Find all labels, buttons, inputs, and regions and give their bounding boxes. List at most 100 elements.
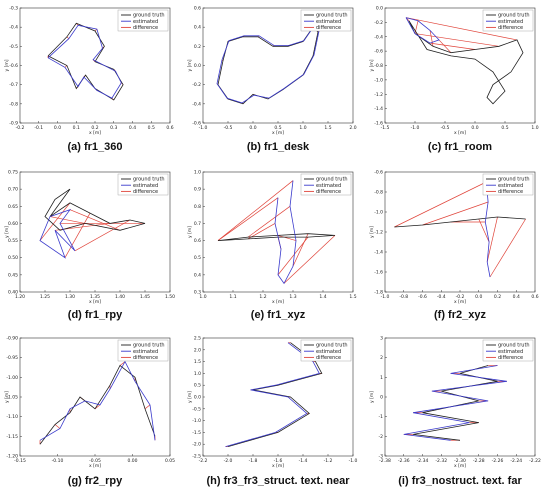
y-tick-label: -0.9 [9,121,18,127]
difference-segment [49,216,86,224]
x-axis-label: x [m] [272,463,284,469]
chart-panel-3: -1.5 -1.0 -0.5 0.0 0.5 1.0 0.0 -0.2 -0.4 -0.6 -0.8… [369,6,539,154]
y-axis-label: y [m] [369,391,375,403]
x-tick-label: 0.0 [249,125,256,131]
x-tick-label: -1.0 [349,458,358,464]
difference-segment [277,236,309,276]
legend-label: difference [133,189,158,195]
x-tick-label: 1.40 [115,294,125,300]
y-tick-label: -1.2 [374,230,383,236]
ground-truth-line [394,216,526,228]
x-tick-label: -2.34 [417,458,429,464]
y-tick-label: -0.6 [9,63,18,69]
difference-segment [74,219,131,252]
x-tick-label: 0.0 [475,294,482,300]
x-tick-label: -0.6 [418,294,427,300]
x-tick-label: -0.2 [16,125,25,131]
legend-label: difference [498,25,523,31]
legend-label: estimated [133,19,158,25]
ground-truth-line [44,188,146,231]
y-tick-label: -3 [379,454,384,460]
x-tick-label: 0.5 [274,125,281,131]
legend-label: estimated [316,349,341,355]
y-tick-label: -1.2 [374,92,383,98]
y-axis-label: y [m] [369,59,375,71]
x-tick-label: -1.2 [324,458,333,464]
chart-panel-4: 1.20 1.25 1.30 1.35 1.40 1.45 1.50 0.75 0.70 0.65… [4,170,175,322]
ground-truth-line [217,26,319,105]
y-tick-label: 0.60 [8,221,18,227]
legend-label: difference [316,25,341,31]
difference-segment [64,212,91,258]
y-tick-label: -2.5 [192,454,201,460]
x-tick-label: 1.30 [65,294,75,300]
ground-truth-line [413,365,498,441]
chart-panel-2: -1.0 -0.5 0.0 0.5 1.0 1.5 2.0 0.6 0.4 0.2 0.0 -0.2 -… [187,6,357,154]
difference-segment [217,180,294,241]
difference-segment [478,218,490,243]
y-axis-label: y [m] [187,59,193,71]
legend-label: estimated [498,349,523,355]
x-tick-label: 0.2 [494,294,501,300]
x-tick-label: 1.0 [299,125,306,131]
y-tick-label: 0.8 [194,204,201,210]
y-tick-label: -0.7 [9,82,18,88]
x-tick-label: 0.4 [129,125,136,131]
y-tick-label: 3 [380,336,383,342]
legend-label: estimated [498,183,523,189]
x-tick-label: 1.5 [324,125,331,131]
y-axis-label: y [m] [4,391,10,403]
y-tick-label: 0.3 [194,290,201,296]
x-tick-label: 1.1 [229,294,236,300]
estimated-line [225,342,320,447]
y-tick-label: -0.3 [9,6,18,12]
y-tick-label: -1.05 [6,395,18,401]
estimated-line [403,365,507,441]
y-tick-label: -0.2 [192,82,201,88]
legend-label: ground truth [133,13,165,19]
y-tick-label: -0.2 [374,20,383,26]
difference-segment [39,202,71,241]
y-tick-label: 0 [380,395,383,401]
y-tick-label: 0.6 [194,6,201,12]
legend-label: difference [498,355,523,361]
difference-segment [394,181,487,228]
difference-segment [489,218,526,278]
legend-label: estimated [133,183,158,189]
x-axis-label: x [m] [454,130,466,136]
x-tick-label: 0.6 [531,294,538,300]
difference-segment [429,42,476,50]
y-tick-label: -0.8 [374,63,383,69]
y-tick-label: 0.0 [194,63,201,69]
x-tick-label: -0.15 [14,458,26,464]
x-axis-label: x [m] [89,463,101,469]
y-tick-label: -0.90 [6,336,18,342]
x-tick-label: 1.3 [289,294,296,300]
chart-caption: (b) fr1_desk [247,141,310,153]
y-tick-label: 0.9 [194,187,201,193]
y-tick-label: -1 [379,414,384,420]
x-axis-label: x [m] [454,299,466,305]
y-axis-label: y [m] [187,391,193,403]
difference-segment [438,39,452,53]
estimated-line [405,17,440,44]
x-tick-label: -0.8 [399,294,408,300]
legend-label: ground truth [498,343,530,349]
y-tick-label: -0.6 [192,121,201,127]
y-tick-label: 0.4 [194,272,201,278]
chart-caption: (h) fr3_fr3_struct. text. near [206,475,350,487]
y-axis-label: y [m] [187,226,193,238]
x-tick-label: 0.05 [165,458,175,464]
estimated-line [216,25,320,104]
chart-panel-1: -0.2 -0.1 0.0 0.1 0.2 0.3 0.4 0.5 0.6 -0.3 -0.4 -0.… [4,6,174,154]
x-tick-label: -0.4 [437,294,446,300]
y-tick-label: 0.45 [8,272,18,278]
y-tick-label: 1.0 [194,170,201,176]
y-tick-label: -1.4 [374,106,383,112]
y-tick-label: 0.6 [194,238,201,244]
y-tick-label: -1.0 [374,77,383,83]
estimated-line [39,208,76,259]
x-tick-label: -0.10 [52,458,64,464]
difference-segment [247,223,276,240]
x-tick-label: 0.1 [73,125,80,131]
